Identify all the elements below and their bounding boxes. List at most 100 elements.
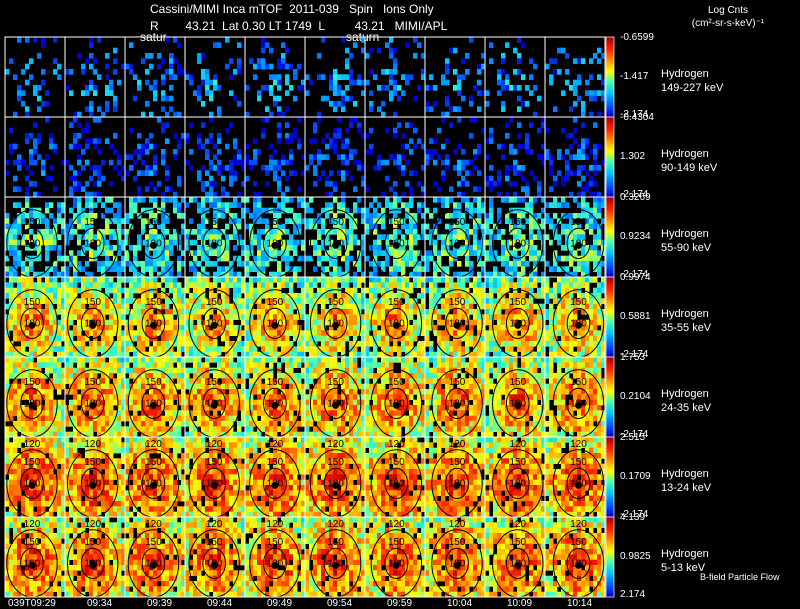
heatmap-cell [421,213,426,219]
heatmap-cell [517,165,522,171]
heatmap-cell [321,314,326,320]
heatmap-cell [137,319,142,326]
heatmap-cell [137,346,142,352]
heatmap-cell [333,271,338,278]
heatmap-cell [517,95,522,102]
heatmap-cell [325,207,330,214]
heatmap-cell [173,207,178,214]
heatmap-cell [497,330,502,336]
heatmap-cell [589,181,594,187]
heatmap-cell [593,154,598,160]
heatmap-cell [273,229,278,235]
heatmap-cell [469,37,474,43]
heatmap-cell [313,154,318,160]
heatmap-cell [565,133,570,139]
heatmap-cell [521,175,526,182]
heatmap-cell [33,282,38,288]
heatmap-cell [577,266,582,272]
heatmap-cell [261,245,266,251]
heatmap-cell [49,229,54,235]
heatmap-cell [181,250,186,256]
heatmap-cell [513,261,518,267]
heatmap-cell [197,341,202,347]
heatmap-cell [573,154,578,160]
heatmap-cell [101,346,106,352]
heatmap-cell [233,213,238,219]
heatmap-cell [513,303,518,310]
heatmap-cell [517,303,522,310]
heatmap-cell [401,325,406,331]
heatmap-cell [313,170,318,176]
saturn-dot [392,321,400,329]
heatmap-cell [233,330,238,336]
heatmap-cell [421,282,426,288]
heatmap-cell [205,74,210,80]
heatmap-cell [201,223,206,230]
heatmap-cell [25,357,30,363]
heatmap-cell [197,314,202,320]
heatmap-cell [161,191,166,198]
heatmap-cell [337,277,342,283]
heatmap-cell [561,282,566,288]
heatmap-cell [25,373,30,379]
heatmap-cell [177,143,182,150]
heatmap-cell [409,149,414,155]
heatmap-cell [593,351,598,358]
heatmap-cell [25,202,30,208]
heatmap-cell [549,218,554,224]
heatmap-cell [577,165,582,171]
heatmap-cell [125,351,130,358]
heatmap-cell [573,335,578,342]
heatmap-cell [293,298,298,304]
heatmap-cell [593,218,598,224]
heatmap-cell [265,298,270,304]
heatmap-cell [477,250,482,256]
heatmap-cell [129,314,134,320]
heatmap-cell [49,175,54,182]
heatmap-cell [389,53,394,59]
heatmap-cell [529,239,534,246]
heatmap-cell [353,298,358,304]
heatmap-cell [485,282,490,288]
heatmap-cell [33,37,38,43]
heatmap-cell [233,309,238,315]
heatmap-cell [597,255,602,262]
colorbar-swatch [606,157,614,160]
heatmap-cell [97,250,102,256]
heatmap-cell [441,298,446,304]
heatmap-cell [373,245,378,251]
heatmap-cell [437,293,442,299]
heatmap-cell [485,277,490,283]
heatmap-cell [429,293,434,299]
heatmap-cell [289,159,294,166]
heatmap-cell [369,303,374,310]
heatmap-cell [185,74,190,80]
heatmap-cell [9,383,14,390]
heatmap-cell [253,234,258,240]
heatmap-cell [13,335,18,342]
heatmap-cell [37,255,42,262]
colorbar-swatch [606,143,614,146]
heatmap-cell [537,335,542,342]
heatmap-cell [277,261,282,267]
heatmap-cell [9,314,14,320]
heatmap-cell [17,90,22,96]
heatmap-cell [53,335,58,342]
heatmap-cell [133,245,138,251]
heatmap-cell [105,85,110,91]
heatmap-cell [313,330,318,336]
heatmap-cell [189,122,194,128]
heatmap-cell [345,330,350,336]
heatmap-cell [541,154,546,160]
heatmap-cell [381,319,386,326]
heatmap-cell [301,239,306,246]
heatmap-cell [185,351,190,358]
heatmap-cell [549,346,554,352]
heatmap-cell [197,138,202,144]
heatmap-cell [353,309,358,315]
heatmap-cell [349,69,354,75]
heatmap-cell [525,218,530,224]
heatmap-cell [37,85,42,91]
heatmap-cell [217,314,222,320]
heatmap-cell [157,303,162,310]
